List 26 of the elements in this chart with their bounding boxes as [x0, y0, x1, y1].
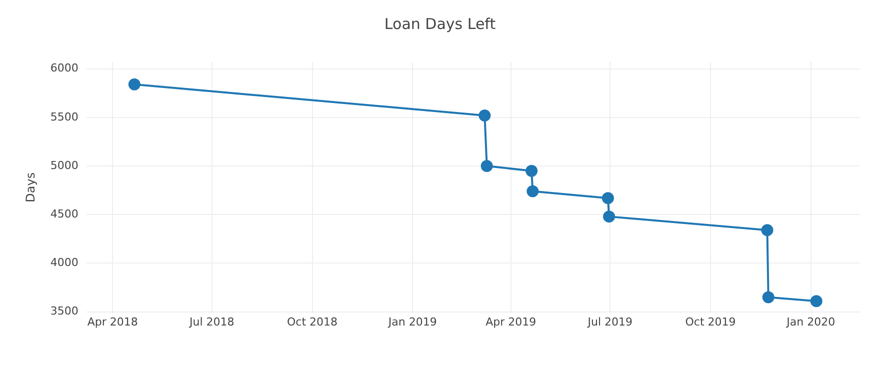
chart-title: Loan Days Left — [384, 14, 496, 33]
point — [810, 295, 822, 308]
point — [480, 160, 493, 172]
x-tick-label: Jul 2018 — [188, 315, 234, 328]
x-tick-label: Jan 2019 — [387, 315, 437, 328]
y-tick-label: 6000 — [50, 62, 78, 75]
x-tick-label: Jan 2020 — [786, 315, 836, 328]
point — [526, 164, 538, 177]
x-tick-label: Oct 2019 — [685, 315, 736, 328]
x-tick-label: Jul 2019 — [586, 315, 633, 328]
y-axis-title: Days — [23, 172, 38, 202]
point — [603, 210, 616, 223]
x-tick-label: Oct 2018 — [287, 315, 338, 328]
x-tick-label: Apr 2018 — [87, 315, 138, 328]
point — [602, 192, 614, 204]
x-tick-label: Apr 2019 — [486, 315, 536, 328]
y-tick-label: 5500 — [50, 110, 78, 124]
y-tick-label: 4000 — [50, 256, 78, 270]
point — [761, 224, 774, 236]
point — [478, 109, 491, 122]
y-tick-label: 5000 — [50, 158, 78, 172]
point — [128, 78, 140, 90]
y-tick-label: 3500 — [50, 304, 78, 318]
point — [762, 291, 774, 304]
point — [526, 185, 539, 198]
y-tick-label: 4500 — [50, 207, 78, 220]
